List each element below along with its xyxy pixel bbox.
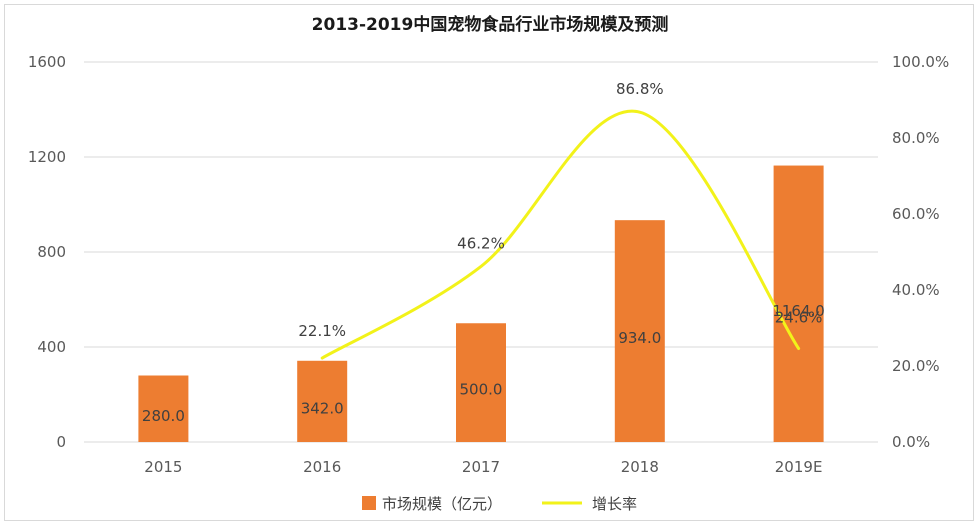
growth-rate-line	[320, 109, 801, 360]
bar	[773, 165, 824, 443]
bar-value-label: 1164.0	[772, 302, 825, 320]
bar-series	[138, 165, 824, 443]
bar-value-label: 500.0	[460, 381, 503, 399]
y-right-tick-label: 0.0%	[892, 433, 930, 451]
y-right-tick-label: 40.0%	[892, 281, 940, 299]
bar-value-label: 342.0	[301, 399, 344, 417]
y-right-tick-label: 80.0%	[892, 129, 940, 147]
legend-label-bar: 市场规模（亿元）	[382, 495, 502, 513]
y-left-tick-label: 0	[56, 433, 66, 451]
y-left-tick-label: 400	[37, 338, 66, 356]
legend-swatch-bar	[362, 496, 376, 510]
y-right-tick-label: 100.0%	[892, 53, 949, 71]
line-value-label: 24.6%	[775, 309, 823, 327]
x-tick-label: 2019E	[775, 458, 823, 476]
x-tick-label: 2015	[144, 458, 182, 476]
y-left-tick-label: 1600	[28, 53, 66, 71]
bar	[138, 375, 189, 442]
line-series	[320, 109, 801, 360]
data-labels: 280.0 342.0 500.0 934.0 1164.0 22.1% 46.2% 86.8…	[142, 80, 825, 425]
x-tick-label: 2016	[303, 458, 341, 476]
bar-value-label: 280.0	[142, 407, 185, 425]
legend-label-line: 增长率	[592, 495, 637, 513]
axes: 0 400 800 1200 1600 0.0% 20.0% 40.0% 60.0% 80.0% 1…	[28, 53, 949, 476]
chart-title: 2013-2019中国宠物食品行业市场规模及预测	[312, 14, 669, 35]
y-left-tick-label: 1200	[28, 148, 66, 166]
y-right-tick-label: 60.0%	[892, 205, 940, 223]
legend: 市场规模（亿元） 增长率	[362, 495, 637, 513]
bar	[297, 360, 348, 442]
bar	[614, 220, 665, 442]
line-value-label: 22.1%	[298, 322, 346, 340]
bar	[456, 323, 506, 442]
x-tick-label: 2017	[462, 458, 500, 476]
x-tick-label: 2018	[621, 458, 659, 476]
line-value-label: 86.8%	[616, 80, 664, 98]
bar-value-label: 934.0	[618, 329, 661, 347]
line-value-label: 46.2%	[457, 234, 505, 252]
y-right-tick-label: 20.0%	[892, 357, 940, 375]
y-left-tick-label: 800	[37, 243, 66, 261]
